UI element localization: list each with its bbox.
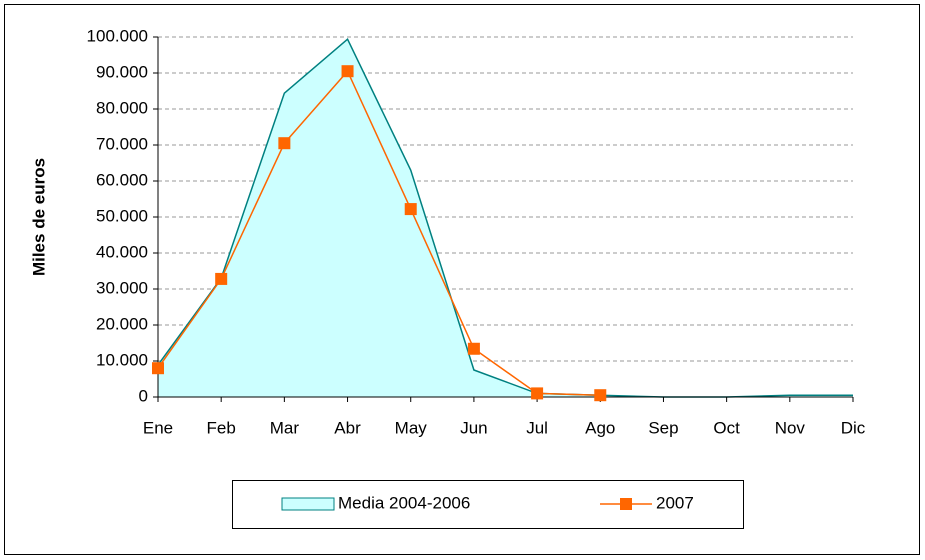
x-tick-label: Nov — [775, 418, 806, 437]
area — [158, 39, 853, 397]
y-tick-label: 40.000 — [96, 242, 148, 261]
x-tick-label: May — [395, 418, 428, 437]
y-axis-label: Miles de euros — [29, 158, 48, 276]
y-tick-label: 10.000 — [96, 350, 148, 369]
legend-swatch — [281, 497, 335, 511]
x-tick-label: Feb — [207, 418, 236, 437]
line — [157, 69, 601, 396]
x-tick-label: Mar — [270, 418, 300, 437]
chart-border — [4, 4, 920, 555]
legend-marker — [620, 498, 632, 510]
x-tick-label: Dic — [841, 418, 866, 437]
y-tick-label: 100.000 — [87, 26, 148, 45]
y-tick-label: 60.000 — [96, 170, 148, 189]
x-tick-label: Oct — [713, 418, 740, 437]
x-tick-label: Sep — [648, 418, 678, 437]
legend-label: 2007 — [656, 493, 694, 512]
x-tick-label: Ago — [585, 418, 615, 437]
y-tick-label: 0 — [139, 386, 148, 405]
y-tick-label: 20.000 — [96, 314, 148, 333]
y-tick-label: 70.000 — [96, 134, 148, 153]
marker — [531, 387, 544, 400]
marker — [467, 342, 480, 355]
marker — [152, 362, 164, 375]
y-tick-label: 30.000 — [96, 278, 148, 297]
marker — [594, 389, 607, 402]
marker — [278, 137, 291, 150]
x-tick-label: Ene — [143, 418, 173, 437]
legend-label: Media 2004-2006 — [338, 493, 470, 512]
x-tick-label: Abr — [334, 418, 361, 437]
y-tick-label: 80.000 — [96, 98, 148, 117]
marker — [341, 65, 354, 78]
marker — [404, 203, 417, 216]
y-tick-label: 50.000 — [96, 206, 148, 225]
marker — [215, 272, 228, 285]
x-tick-label: Jun — [460, 418, 487, 437]
x-tick-label: Jul — [526, 418, 548, 437]
y-tick-label: 90.000 — [96, 62, 148, 81]
